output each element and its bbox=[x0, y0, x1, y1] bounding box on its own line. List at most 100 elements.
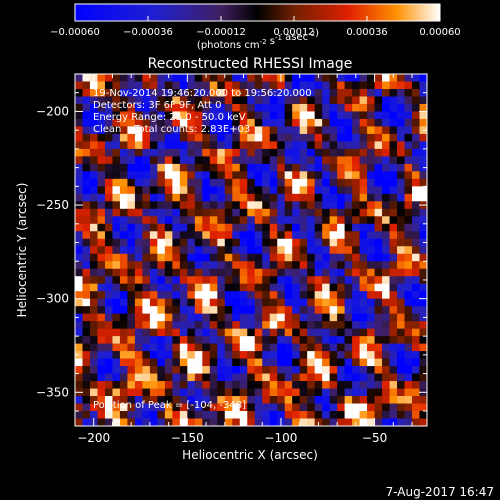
heatmap-cell bbox=[217, 336, 226, 344]
heatmap-cell bbox=[307, 103, 315, 112]
heatmap-cell bbox=[292, 96, 300, 105]
heatmap-cell bbox=[352, 411, 360, 419]
heatmap-cell bbox=[262, 328, 271, 337]
heatmap-cell bbox=[337, 223, 345, 232]
heatmap-cell bbox=[352, 351, 360, 359]
heatmap-cell bbox=[344, 396, 353, 404]
heatmap-cell bbox=[134, 276, 143, 285]
heatmap-cell bbox=[284, 276, 293, 285]
heatmap-cell bbox=[277, 141, 286, 150]
heatmap-cell bbox=[119, 141, 128, 150]
heatmap-cell bbox=[157, 88, 166, 97]
heatmap-cell bbox=[127, 201, 136, 210]
heatmap-cell bbox=[217, 343, 226, 352]
heatmap-cell bbox=[307, 366, 315, 374]
heatmap-cell bbox=[149, 313, 158, 322]
heatmap-cell bbox=[149, 328, 158, 337]
heatmap-cell bbox=[374, 231, 383, 240]
heatmap-cell bbox=[97, 381, 106, 389]
heatmap-cell bbox=[232, 411, 241, 419]
heatmap-cell bbox=[247, 223, 256, 232]
heatmap-cell bbox=[217, 291, 226, 299]
heatmap-cell bbox=[344, 313, 353, 322]
heatmap-cell bbox=[104, 366, 113, 374]
heatmap-cell bbox=[157, 141, 166, 150]
heatmap-cell bbox=[157, 351, 166, 359]
heatmap-cell bbox=[142, 268, 151, 277]
heatmap-cell bbox=[284, 313, 293, 322]
heatmap-cell bbox=[149, 81, 158, 90]
heatmap-cell bbox=[352, 186, 360, 195]
heatmap-cell bbox=[277, 343, 286, 352]
heatmap-cell bbox=[164, 193, 173, 202]
heatmap-cell bbox=[119, 201, 128, 210]
heatmap-cell bbox=[209, 81, 218, 90]
heatmap-cell bbox=[389, 298, 398, 307]
heatmap-cell bbox=[209, 103, 218, 112]
heatmap-cell bbox=[187, 216, 196, 225]
heatmap-cell bbox=[292, 358, 300, 367]
heatmap-cell bbox=[75, 321, 83, 329]
heatmap-cell bbox=[224, 388, 233, 397]
heatmap-cell bbox=[217, 81, 226, 90]
heatmap-cell bbox=[299, 81, 308, 90]
heatmap-cell bbox=[119, 388, 128, 397]
heatmap-cell bbox=[164, 373, 173, 382]
heatmap-cell bbox=[397, 328, 405, 337]
heatmap-cell bbox=[194, 231, 203, 240]
heatmap-cell bbox=[149, 298, 158, 307]
heatmap-cell bbox=[149, 208, 158, 217]
heatmap-cell bbox=[404, 351, 413, 359]
heatmap-cell bbox=[157, 328, 166, 337]
heatmap-cell bbox=[187, 336, 196, 344]
heatmap-cell bbox=[344, 111, 353, 120]
heatmap-cell bbox=[127, 283, 136, 292]
y-tick-label: −250 bbox=[36, 198, 69, 212]
heatmap-cell bbox=[75, 373, 83, 382]
heatmap-cell bbox=[209, 216, 218, 225]
heatmap-cell bbox=[164, 358, 173, 367]
heatmap-cell bbox=[277, 336, 286, 344]
heatmap-cell bbox=[75, 171, 83, 180]
heatmap-cell bbox=[307, 328, 315, 337]
heatmap-cell bbox=[367, 103, 375, 112]
heatmap-cell bbox=[75, 96, 83, 105]
heatmap-cell bbox=[157, 276, 166, 285]
heatmap-cell bbox=[232, 336, 241, 344]
heatmap-cell bbox=[232, 373, 241, 382]
heatmap-cell bbox=[359, 118, 368, 127]
heatmap-cell bbox=[307, 298, 315, 307]
heatmap-cell bbox=[404, 126, 413, 135]
heatmap-cell bbox=[412, 298, 420, 307]
heatmap-cell bbox=[262, 103, 271, 112]
heatmap-cell bbox=[164, 111, 173, 120]
heatmap-cell bbox=[217, 276, 226, 285]
heatmap-cell bbox=[134, 343, 143, 352]
heatmap-cell bbox=[149, 268, 158, 277]
heatmap-cell bbox=[149, 216, 158, 225]
heatmap-cell bbox=[127, 141, 136, 150]
heatmap-cell bbox=[254, 111, 263, 120]
heatmap-cell bbox=[254, 178, 263, 187]
heatmap-cell bbox=[359, 373, 368, 382]
heatmap-cell bbox=[397, 178, 405, 187]
heatmap-cell bbox=[292, 156, 300, 165]
heatmap-cell bbox=[194, 336, 203, 344]
heatmap-cell bbox=[164, 313, 173, 322]
heatmap-cell bbox=[119, 253, 128, 262]
heatmap-cell bbox=[119, 111, 128, 120]
heatmap-cell bbox=[149, 96, 158, 105]
heatmap-cell bbox=[307, 238, 315, 247]
heatmap-cell bbox=[247, 298, 256, 307]
heatmap-cell bbox=[269, 261, 278, 270]
heatmap-cell bbox=[209, 321, 218, 329]
heatmap-cell bbox=[112, 118, 121, 127]
heatmap-cell bbox=[247, 96, 256, 105]
heatmap-cell bbox=[112, 321, 121, 329]
heatmap-cell bbox=[419, 358, 428, 367]
heatmap-cell bbox=[254, 223, 263, 232]
heatmap-cell bbox=[202, 156, 211, 165]
heatmap-cell bbox=[112, 373, 121, 382]
heatmap-cell bbox=[164, 126, 173, 135]
heatmap-cell bbox=[217, 201, 226, 210]
